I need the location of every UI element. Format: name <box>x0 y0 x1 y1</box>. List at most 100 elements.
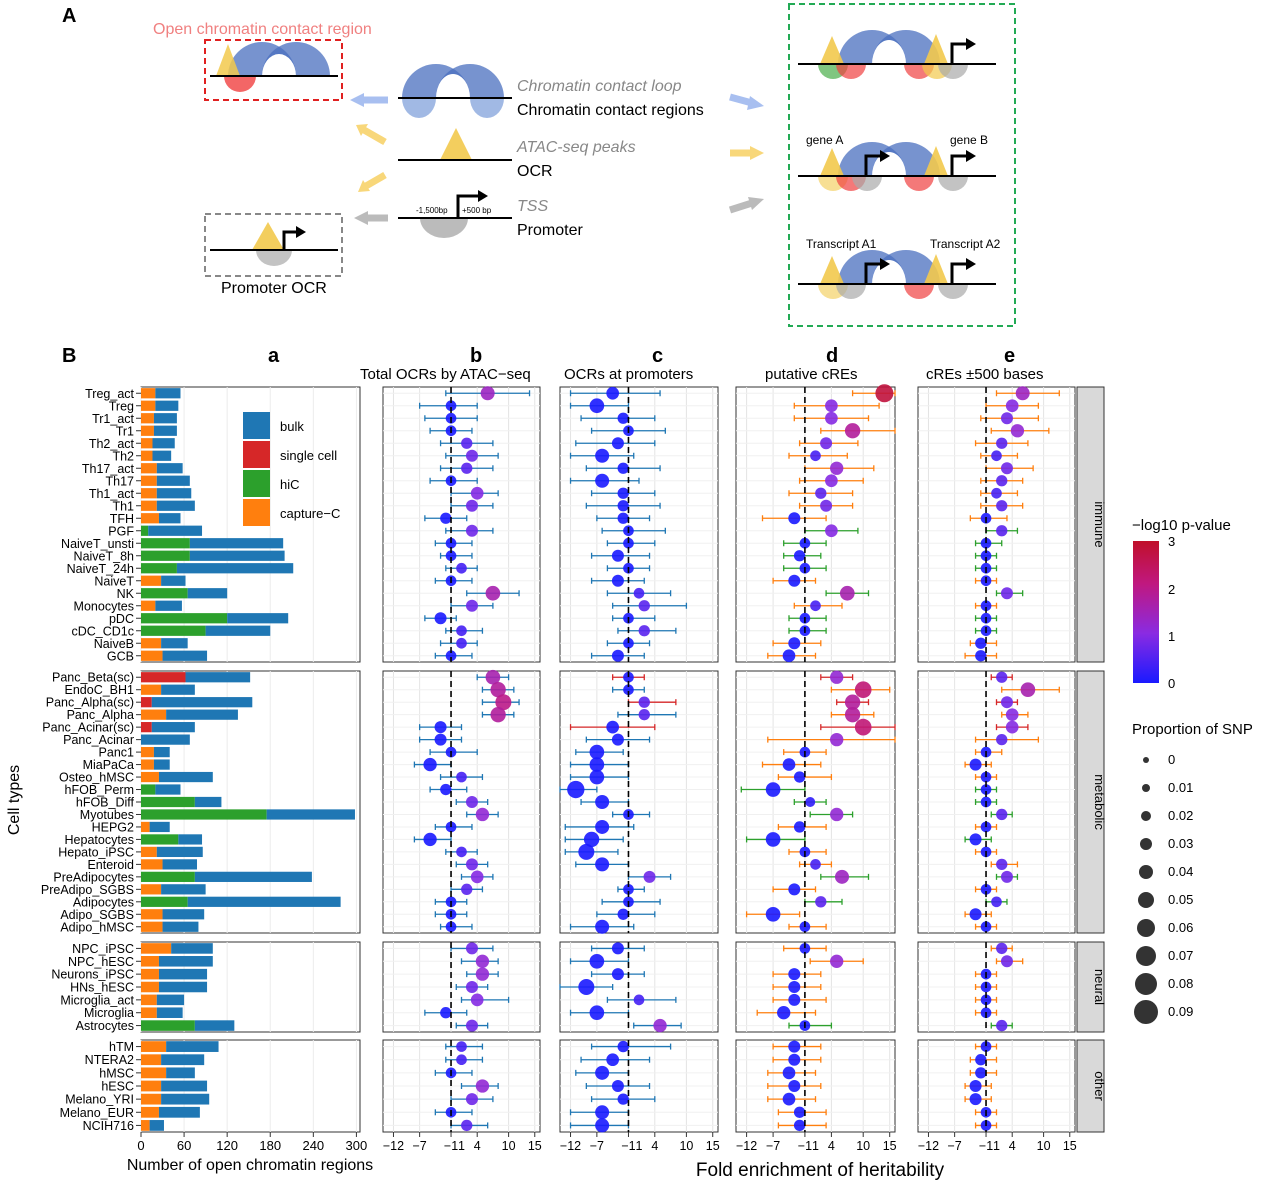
enrichment-point <box>456 1054 467 1066</box>
pval-tick: 2 <box>1168 582 1175 597</box>
enrichment-point <box>815 896 827 908</box>
cell-type-label: Th1 <box>112 499 134 513</box>
dot-panel-frame-d <box>735 386 896 663</box>
size-legend-dot <box>1138 892 1154 908</box>
bar-capture−C <box>141 921 163 932</box>
enrichment-point <box>980 884 992 895</box>
x-tick-label: −1 <box>798 1139 812 1153</box>
enrichment-point <box>844 707 861 723</box>
size-legend-label: 0.04 <box>1168 864 1193 879</box>
bar-capture−C <box>141 1067 167 1079</box>
bar-bulk <box>171 943 213 954</box>
enrichment-point <box>996 525 1008 537</box>
legend-label: capture−C <box>280 506 340 521</box>
row-NaiveT_8h: NaiveT_8h <box>74 549 1075 563</box>
enrichment-point <box>991 896 1002 908</box>
enrichment-point <box>456 771 467 783</box>
bar-bulk <box>155 600 182 611</box>
panel-a-label: A <box>62 5 76 27</box>
enrichment-point <box>980 537 992 549</box>
bar-hiC <box>141 809 267 820</box>
bar-hiC <box>141 784 156 795</box>
enrichment-point <box>969 1093 982 1106</box>
pval-legend-ticks: 3 2 1 0 <box>1168 534 1175 691</box>
enrichment-point <box>1000 955 1013 968</box>
enrichment-point <box>589 769 605 785</box>
row-Adipo_hMSC: Adipo_hMSC <box>60 919 1075 934</box>
row-Th1_act: Th1_act <box>89 487 1075 501</box>
size-legend-dot <box>1141 811 1151 821</box>
enrichment-point <box>980 550 992 562</box>
x-tick-label: 240 <box>302 1138 324 1153</box>
enrichment-point <box>777 1006 791 1020</box>
enrichment-point <box>1000 696 1013 709</box>
enrichment-point <box>465 796 478 808</box>
x-tick-label: 4 <box>1009 1139 1016 1153</box>
bar-capture−C <box>141 1041 167 1052</box>
row-Treg: Treg <box>109 398 1075 413</box>
facet-strip <box>1076 1039 1105 1133</box>
row-NK: NK <box>117 585 1075 601</box>
bar-bulk <box>148 525 203 536</box>
cell-type-label: pDC <box>109 612 134 626</box>
tss-label: Promoter <box>517 222 583 239</box>
enrichment-point <box>805 797 816 807</box>
enrichment-point <box>996 858 1008 871</box>
size-legend-label: 0.02 <box>1168 808 1193 823</box>
size-legend-label: 0.08 <box>1168 976 1193 991</box>
enrichment-point <box>975 1067 987 1079</box>
row-Astrocytes: Astrocytes <box>76 1018 1075 1033</box>
bar-hiC <box>141 896 188 907</box>
row-MiaPaCa: MiaPaCa <box>83 757 1075 772</box>
cell-type-label: Th17_act <box>82 462 135 476</box>
bar-bulk <box>187 896 341 907</box>
cell-type-label: Th2 <box>112 449 134 463</box>
enrichment-point <box>611 437 624 450</box>
enrichment-point <box>969 908 982 921</box>
bar-bulk <box>176 563 294 574</box>
enrichment-point <box>1005 399 1019 413</box>
enrichment-point <box>623 537 634 549</box>
enrichment-point <box>611 942 624 955</box>
x-tick-label: 1 <box>458 1139 465 1153</box>
enrichment-point <box>617 512 629 524</box>
x-tick-label: 120 <box>216 1138 238 1153</box>
enrichment-point <box>810 450 821 462</box>
center-loop-icon <box>398 64 512 118</box>
enrichment-point <box>793 1106 806 1118</box>
legend-label: hiC <box>280 477 300 492</box>
gene-model-3 <box>798 250 996 299</box>
row-Melano_YRI: Melano_YRI <box>65 1093 1075 1107</box>
bar-bulk <box>185 672 251 683</box>
gene-b-label: gene B <box>950 133 988 147</box>
pval-colorbar <box>1133 541 1159 683</box>
row-TFH: TFH <box>110 512 1075 526</box>
enrichment-point <box>461 1119 473 1132</box>
bar-bulk <box>156 463 183 474</box>
row-Th17_act: Th17_act <box>82 461 1075 476</box>
bar-bulk <box>155 388 181 399</box>
enrichment-point <box>854 718 872 736</box>
enrichment-point <box>465 599 478 612</box>
enrichment-point <box>980 994 992 1006</box>
bar-bulk <box>158 968 208 980</box>
sub-c-label: c <box>652 345 663 367</box>
enrichment-point <box>839 585 855 601</box>
loop-italic-label: Chromatin contact loop <box>517 78 682 95</box>
bar-single cell <box>141 672 186 683</box>
row-Panc_Acinar: Panc_Acinar <box>63 732 1075 747</box>
bar-capture−C <box>141 1093 162 1105</box>
bar-bulk <box>166 709 238 720</box>
row-Tr1_act: Tr1_act <box>92 412 1075 426</box>
size-legend-label: 0.09 <box>1168 1004 1193 1019</box>
enrichment-point <box>434 612 447 625</box>
cell-type-label: Hepato_iPSC <box>58 845 134 859</box>
enrichment-point <box>830 954 844 968</box>
enrichment-point <box>465 858 478 871</box>
enrichment-point <box>1010 424 1025 438</box>
enrichment-point <box>788 1040 801 1053</box>
bar-bulk <box>158 981 208 993</box>
bar-hiC <box>141 871 195 882</box>
row-Th2: Th2 <box>112 448 1075 463</box>
enrichment-point <box>606 386 620 400</box>
